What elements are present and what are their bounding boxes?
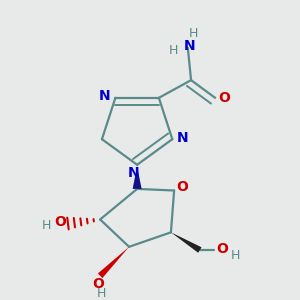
Text: H: H [231, 249, 240, 262]
Text: O: O [216, 242, 228, 256]
Polygon shape [171, 232, 202, 253]
Polygon shape [133, 167, 142, 189]
Text: H: H [169, 44, 178, 57]
Polygon shape [98, 247, 129, 278]
Text: H: H [189, 27, 198, 40]
Text: H: H [97, 287, 106, 300]
Text: O: O [176, 180, 188, 194]
Text: O: O [93, 277, 104, 291]
Text: O: O [54, 215, 66, 229]
Text: H: H [41, 219, 51, 232]
Text: N: N [184, 39, 195, 53]
Text: O: O [218, 91, 230, 105]
Text: N: N [98, 89, 110, 103]
Text: N: N [177, 130, 188, 145]
Text: N: N [128, 166, 140, 180]
